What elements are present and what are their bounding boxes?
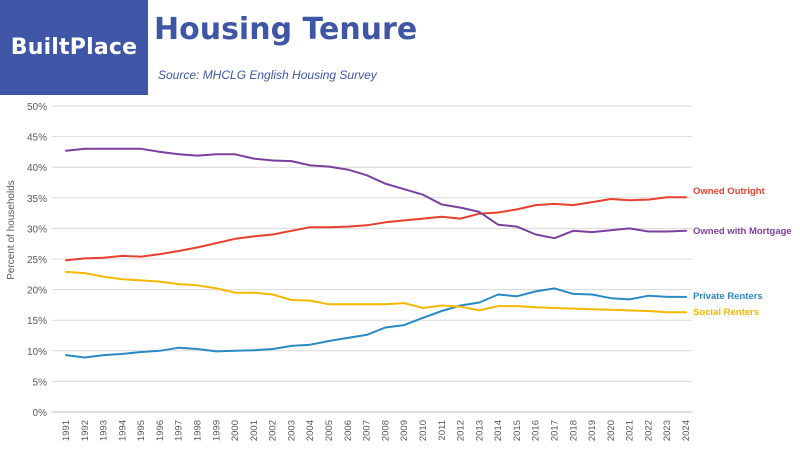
y-tick-label: 25% <box>27 255 47 266</box>
x-tick-label: 2021 <box>625 420 636 441</box>
x-tick-label: 2005 <box>324 420 335 441</box>
x-tick-label: 1994 <box>117 420 128 441</box>
x-tick-label: 2018 <box>568 420 579 441</box>
x-tick-label: 2023 <box>662 420 673 441</box>
x-tick-label: 2012 <box>456 420 467 441</box>
y-tick-label: 35% <box>27 194 47 205</box>
y-tick-label: 30% <box>27 224 47 235</box>
y-tick-label: 50% <box>27 102 47 113</box>
x-tick-label: 1991 <box>61 420 72 441</box>
y-tick-label: 20% <box>27 286 47 297</box>
x-tick-label: 2007 <box>362 420 373 441</box>
brand-logo-text: BuiltPlace <box>10 35 138 60</box>
x-tick-label: 2008 <box>380 420 391 441</box>
x-tick-label: 2017 <box>549 420 560 441</box>
x-tick-label: 1995 <box>136 420 147 441</box>
x-tick-label: 2004 <box>305 420 316 441</box>
brand-logo: BuiltPlace <box>0 0 148 95</box>
x-tick-label: 2019 <box>587 420 598 441</box>
series-label-owned-outright: Owned Outright <box>693 186 766 197</box>
x-tick-label: 2020 <box>606 420 617 441</box>
series-label-private-renters: Private Renters <box>693 291 763 302</box>
y-tick-label: 10% <box>27 347 47 358</box>
x-tick-label: 2011 <box>437 420 448 440</box>
x-tick-label: 2001 <box>249 420 260 441</box>
x-tick-label: 2002 <box>268 420 279 441</box>
gridlines <box>52 105 692 413</box>
y-axis-label: Percent of households <box>6 180 17 280</box>
series-line-owned-with-mortgage <box>65 147 687 240</box>
x-tick-label: 2010 <box>418 420 429 441</box>
series-line-social-renters <box>65 270 687 314</box>
y-tick-label: 15% <box>27 316 47 327</box>
series-label-owned-with-mortgage: Owned with Mortgage <box>693 226 792 237</box>
x-tick-label: 2013 <box>474 420 485 441</box>
x-tick-label: 2022 <box>643 420 654 441</box>
x-tick-label: 2003 <box>286 420 297 441</box>
x-tick-label: 2009 <box>399 420 410 441</box>
x-tick-label: 2016 <box>531 420 542 441</box>
y-tick-label: 40% <box>27 163 47 174</box>
series-lines <box>65 147 687 359</box>
x-tick-label: 2015 <box>512 420 523 441</box>
x-tick-label: 2000 <box>230 420 241 441</box>
y-tick-label: 5% <box>33 377 48 388</box>
x-tick-label: 1997 <box>174 420 185 441</box>
x-tick-label: 1999 <box>211 420 222 441</box>
x-tick-label: 2024 <box>681 420 692 441</box>
series-labels: Owned Outright Owned with Mortgage Private… <box>693 186 792 318</box>
page-title: Housing Tenure <box>154 12 418 47</box>
series-line-private-renters <box>65 287 687 359</box>
x-tick-label: 2006 <box>343 420 354 441</box>
x-tick-label: 1998 <box>193 420 204 441</box>
series-label-social-renters: Social Renters <box>693 307 759 318</box>
y-tick-label: 45% <box>27 133 47 144</box>
x-axis-ticks: 1991 1992 1993 1994 1995 1996 1997 1998 1999 2000… <box>61 420 692 441</box>
x-tick-label: 1992 <box>80 420 91 441</box>
x-tick-label: 1996 <box>155 420 166 441</box>
x-tick-label: 1993 <box>99 420 110 441</box>
x-tick-label: 2014 <box>493 420 504 441</box>
y-axis-ticks: 0% 5% 10% 15% 20% 25% 30% 35% 40% 45% 50% <box>27 102 47 419</box>
y-tick-label: 0% <box>33 408 48 419</box>
source-note: Source: MHCLG English Housing Survey <box>158 68 377 82</box>
series-line-owned-outright <box>65 196 687 262</box>
